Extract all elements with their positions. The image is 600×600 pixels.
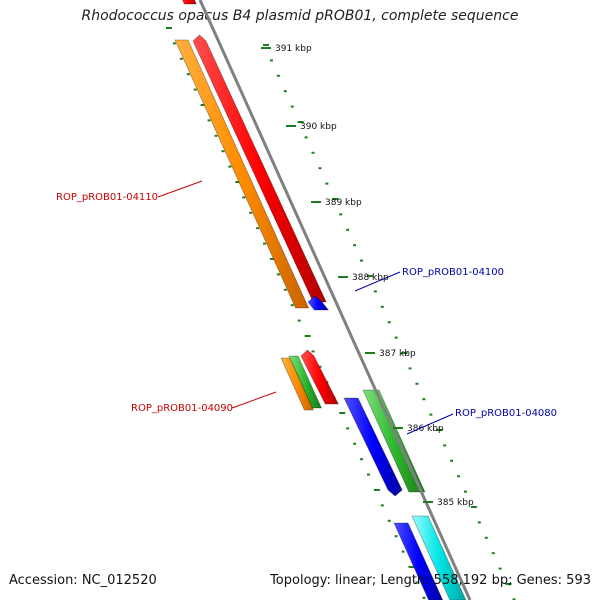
gene-labels: ROP_pROB01-04110 ROP_pROB01-04100 ROP_pROB… <box>56 180 557 435</box>
tick-label: 387 kbp <box>379 349 416 359</box>
tick-label: 390 kbp <box>300 122 337 132</box>
tick-label: 391 kbp <box>275 44 312 54</box>
gene-label[interactable]: ROP_pROB01-04100 <box>402 267 504 278</box>
accession-label: Accession: NC_012520 <box>9 573 157 588</box>
gene-features <box>174 0 467 600</box>
feature-orange-04110 <box>174 39 310 309</box>
sequence-stats: Topology: linear; Length: 558,192 bp; Ge… <box>270 573 591 588</box>
gene-label[interactable]: ROP_pROB01-04090 <box>131 403 233 414</box>
feature-red-small <box>300 349 339 405</box>
feature-red-top <box>182 0 197 5</box>
gene-label[interactable]: ROP_pROB01-04080 <box>455 408 557 419</box>
feature-blue-bottom <box>393 522 444 600</box>
tick-label: 386 kbp <box>407 424 444 434</box>
feature-red-large <box>192 34 327 303</box>
feature-blue-04080 <box>343 397 403 497</box>
sequence-backbone <box>198 0 472 600</box>
gene-leader-line <box>354 271 401 292</box>
tick-label: 388 kbp <box>352 273 389 283</box>
tick-label: 389 kbp <box>325 198 362 208</box>
gene-leader-line <box>406 413 454 435</box>
gene-leader-line <box>231 391 277 409</box>
feature-green-small <box>288 355 323 409</box>
gene-label[interactable]: ROP_pROB01-04110 <box>56 192 158 203</box>
map-title: Rhodococcus opacus B4 plasmid pROB01, co… <box>81 8 519 24</box>
gene-leader-line <box>157 180 203 198</box>
tick-label: 385 kbp <box>437 498 474 508</box>
feature-orange-small <box>280 357 315 411</box>
feature-blue-04100 <box>307 295 330 311</box>
tick-labels: 385 kbp 386 kbp 387 kbp 388 kbp 389 kbp 390 k… <box>261 44 474 508</box>
feature-cyan-bottom <box>411 515 467 600</box>
